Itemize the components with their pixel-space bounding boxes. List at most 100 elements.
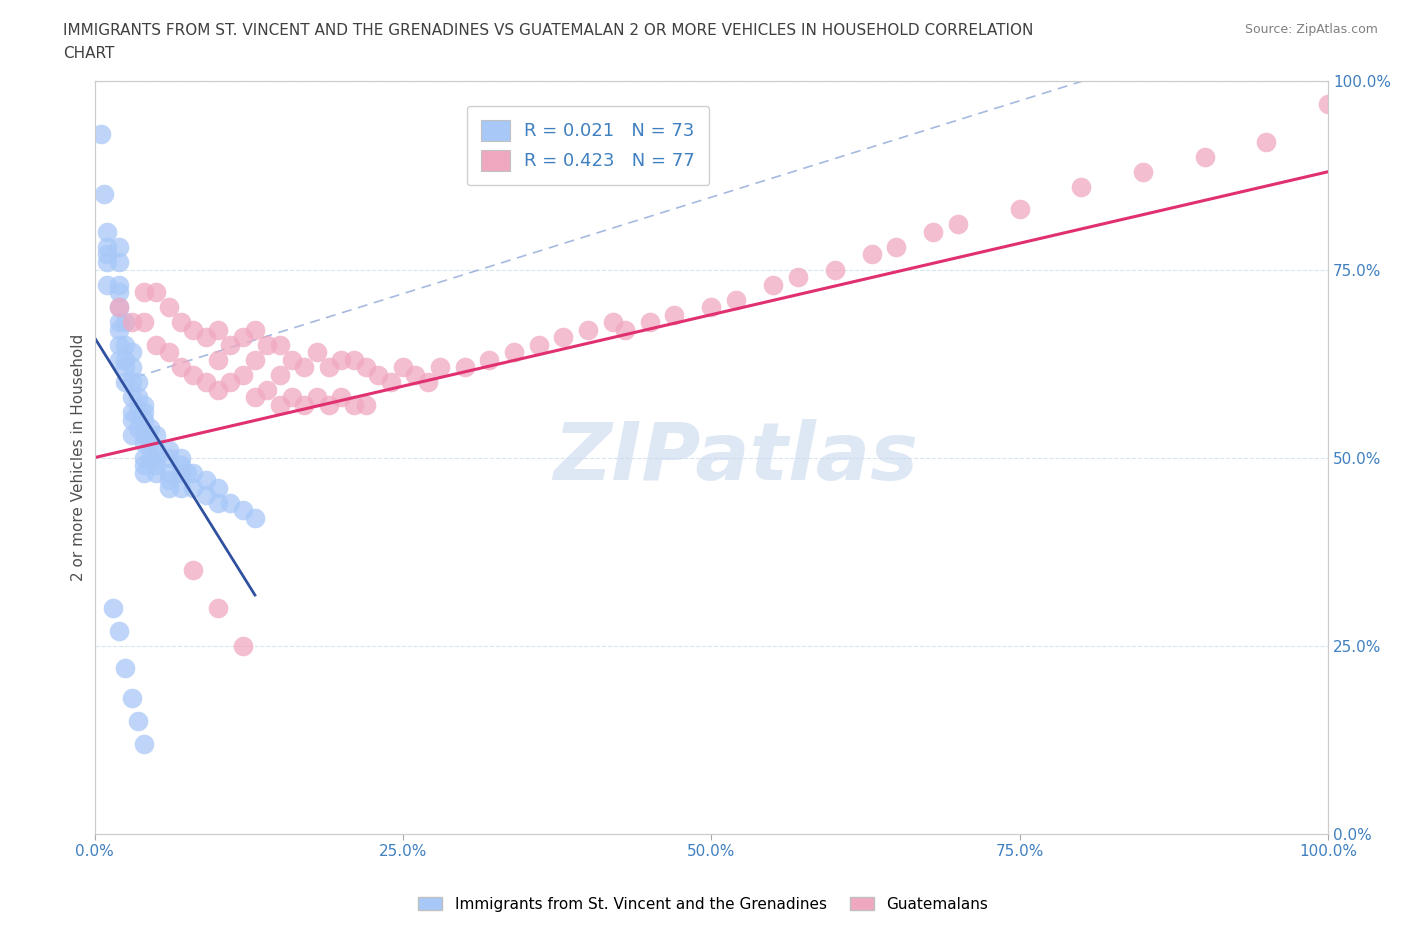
Point (219, 375, 242, 390)
Point (453, 360, 475, 375)
Point (281, 390, 304, 405)
Point (96, 277, 118, 292)
Point (478, 352, 501, 367)
Point (1132, 165, 1154, 179)
Point (354, 360, 377, 375)
Point (127, 420, 149, 435)
Point (1256, 134, 1278, 149)
Point (108, 314, 131, 329)
Point (602, 314, 624, 329)
Point (108, 352, 131, 367)
Point (292, 360, 315, 375)
Point (114, 375, 136, 390)
Point (121, 345, 143, 360)
Point (232, 367, 254, 382)
Point (343, 397, 366, 412)
Point (269, 338, 291, 352)
Point (93, 187, 115, 202)
Point (96, 224, 118, 239)
Point (207, 480, 229, 495)
Point (207, 496, 229, 511)
Point (108, 338, 131, 352)
Point (281, 352, 304, 367)
Point (207, 601, 229, 616)
Point (121, 413, 143, 428)
Point (318, 397, 340, 412)
Point (114, 360, 136, 375)
Point (380, 375, 402, 390)
Point (553, 330, 575, 345)
Point (576, 323, 599, 338)
Point (824, 262, 846, 277)
Point (256, 338, 278, 352)
Point (121, 314, 143, 329)
Point (108, 277, 131, 292)
Point (181, 563, 204, 578)
Point (121, 375, 143, 390)
Point (139, 450, 162, 465)
Point (108, 299, 131, 314)
Point (145, 338, 167, 352)
Point (96, 240, 118, 255)
Point (207, 323, 229, 338)
Point (132, 435, 155, 450)
Point (330, 352, 353, 367)
Point (108, 240, 131, 255)
Point (170, 480, 193, 495)
Point (860, 247, 883, 262)
Point (132, 465, 155, 480)
Point (243, 323, 266, 338)
Point (946, 217, 969, 232)
Point (232, 503, 254, 518)
Point (219, 338, 242, 352)
Point (108, 623, 131, 638)
Point (243, 352, 266, 367)
Point (132, 285, 155, 299)
Point (305, 345, 328, 360)
Point (232, 330, 254, 345)
Point (157, 345, 180, 360)
Point (207, 352, 229, 367)
Text: IMMIGRANTS FROM ST. VINCENT AND THE GRENADINES VS GUATEMALAN 2 OR MORE VEHICLES : IMMIGRANTS FROM ST. VINCENT AND THE GREN… (63, 23, 1033, 38)
Point (269, 367, 291, 382)
Point (96, 255, 118, 270)
Point (132, 458, 155, 472)
Point (132, 413, 155, 428)
Point (114, 314, 136, 329)
Point (664, 307, 686, 322)
Point (132, 405, 155, 420)
Point (157, 465, 180, 480)
Point (503, 345, 526, 360)
Point (157, 299, 180, 314)
Point (121, 390, 143, 405)
Point (527, 338, 550, 352)
Point (96, 247, 118, 262)
Point (132, 736, 155, 751)
Point (127, 390, 149, 405)
Point (157, 443, 180, 458)
Point (1070, 179, 1092, 194)
Point (145, 443, 167, 458)
Point (700, 299, 723, 314)
Point (194, 488, 217, 503)
Legend: R = 0.021   N = 73, R = 0.423   N = 77: R = 0.021 N = 73, R = 0.423 N = 77 (467, 105, 710, 185)
Point (292, 397, 315, 412)
Point (392, 360, 415, 375)
Point (139, 420, 162, 435)
Point (170, 450, 193, 465)
Point (181, 465, 204, 480)
Point (305, 390, 328, 405)
Point (108, 285, 131, 299)
Point (145, 450, 167, 465)
Point (614, 323, 637, 338)
Point (108, 323, 131, 338)
Point (114, 352, 136, 367)
Point (1317, 97, 1340, 112)
Point (170, 314, 193, 329)
Point (194, 472, 217, 487)
Point (108, 299, 131, 314)
Point (429, 360, 451, 375)
Point (157, 450, 180, 465)
Point (724, 292, 747, 307)
Point (762, 277, 785, 292)
